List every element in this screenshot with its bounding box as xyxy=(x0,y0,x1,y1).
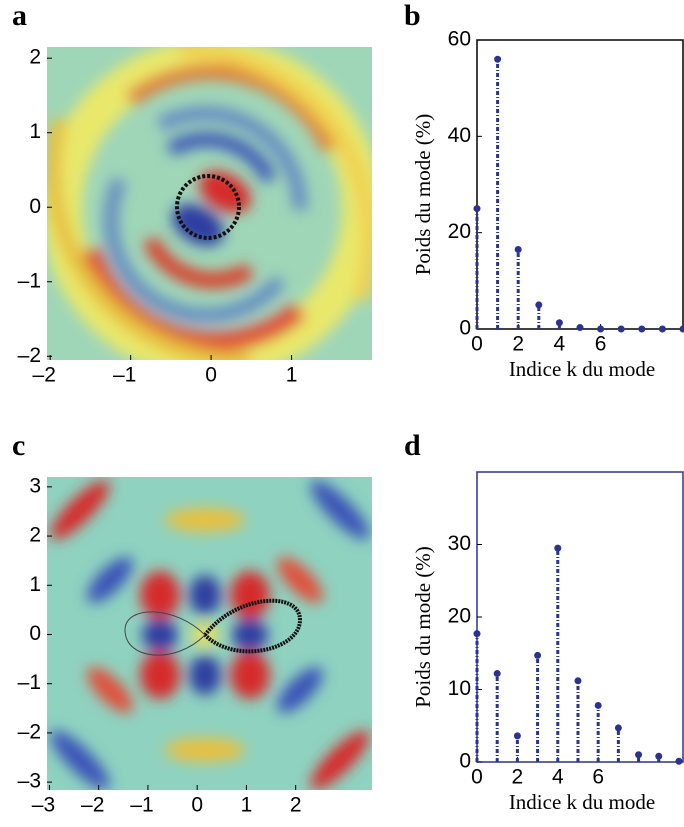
stem-marker xyxy=(655,752,663,760)
y-tick-label: 2 xyxy=(29,524,41,547)
y-tick-label: 10 xyxy=(448,677,471,700)
x-axis-label: Indice k du mode xyxy=(509,790,655,814)
stem-marker xyxy=(594,701,602,709)
y-tick-label: –2 xyxy=(18,720,41,743)
x-tick-label: 0 xyxy=(205,364,217,387)
x-tick-label: –2 xyxy=(33,364,56,387)
y-tick-label: 20 xyxy=(448,220,471,243)
panel-label: b xyxy=(404,0,421,32)
y-tick-label: –1 xyxy=(18,671,41,694)
x-tick-label: 2 xyxy=(512,766,524,789)
stem-marker xyxy=(617,325,625,333)
x-tick-label: 0 xyxy=(191,794,203,817)
x-tick-label: 6 xyxy=(595,333,607,356)
stem-marker xyxy=(675,757,683,765)
x-tick-label: 1 xyxy=(286,364,298,387)
y-tick-label: –3 xyxy=(18,770,41,793)
stem-marker xyxy=(638,325,646,333)
y-tick-label: 0 xyxy=(459,750,471,773)
stem-marker xyxy=(658,325,666,333)
x-tick-label: 2 xyxy=(512,333,524,356)
x-tick-label: –2 xyxy=(81,794,104,817)
stem-marker xyxy=(576,324,584,332)
y-tick-label: –2 xyxy=(18,344,41,367)
stem-marker xyxy=(555,319,563,327)
x-tick-label: –1 xyxy=(113,364,136,387)
y-tick-label: 1 xyxy=(29,573,41,596)
y-tick-label: 1 xyxy=(29,120,41,143)
panel-label: c xyxy=(12,429,25,462)
stem-marker xyxy=(473,205,481,213)
plot-frame xyxy=(476,39,684,330)
stem-marker xyxy=(574,677,582,685)
y-tick-label: 2 xyxy=(29,46,41,69)
panel-label: a xyxy=(12,0,27,32)
x-tick-label: 2 xyxy=(290,794,302,817)
stem-marker xyxy=(535,301,543,309)
y-tick-label: 30 xyxy=(448,532,471,555)
y-tick-label: 40 xyxy=(448,124,471,147)
stem-marker xyxy=(534,651,542,659)
stem-marker xyxy=(614,724,622,732)
stem-marker xyxy=(554,544,562,552)
stem-marker xyxy=(494,55,502,63)
x-tick-label: 4 xyxy=(552,766,564,789)
y-axis-label: Poids du mode (%) xyxy=(411,546,435,708)
x-tick-label: 6 xyxy=(592,766,604,789)
y-tick-label: 0 xyxy=(29,195,41,218)
plot-frame xyxy=(476,471,684,763)
x-tick-label: –3 xyxy=(32,794,55,817)
x-tick-label: 4 xyxy=(554,333,566,356)
x-tick-label: 0 xyxy=(471,766,483,789)
stem-marker xyxy=(635,751,643,759)
field-map-a xyxy=(47,47,372,360)
x-tick-label: 1 xyxy=(241,794,253,817)
stem-marker xyxy=(513,732,521,740)
y-tick-label: 0 xyxy=(29,622,41,645)
stem-marker xyxy=(514,246,522,254)
stem-marker xyxy=(493,670,501,678)
y-tick-label: 20 xyxy=(448,605,471,628)
x-axis-label: Indice k du mode xyxy=(509,357,655,381)
y-tick-label: 0 xyxy=(459,317,471,340)
field-map-c xyxy=(47,477,372,790)
y-tick-label: –1 xyxy=(18,269,41,292)
x-tick-label: 0 xyxy=(471,333,483,356)
stem-marker xyxy=(679,325,684,333)
y-tick-label: 3 xyxy=(29,474,41,497)
stem-marker xyxy=(597,325,605,333)
y-tick-label: 60 xyxy=(448,28,471,51)
panel-label: d xyxy=(404,429,421,462)
x-tick-label: –1 xyxy=(130,794,153,817)
stem-marker xyxy=(473,630,481,638)
y-axis-label: Poids du mode (%) xyxy=(411,114,435,276)
